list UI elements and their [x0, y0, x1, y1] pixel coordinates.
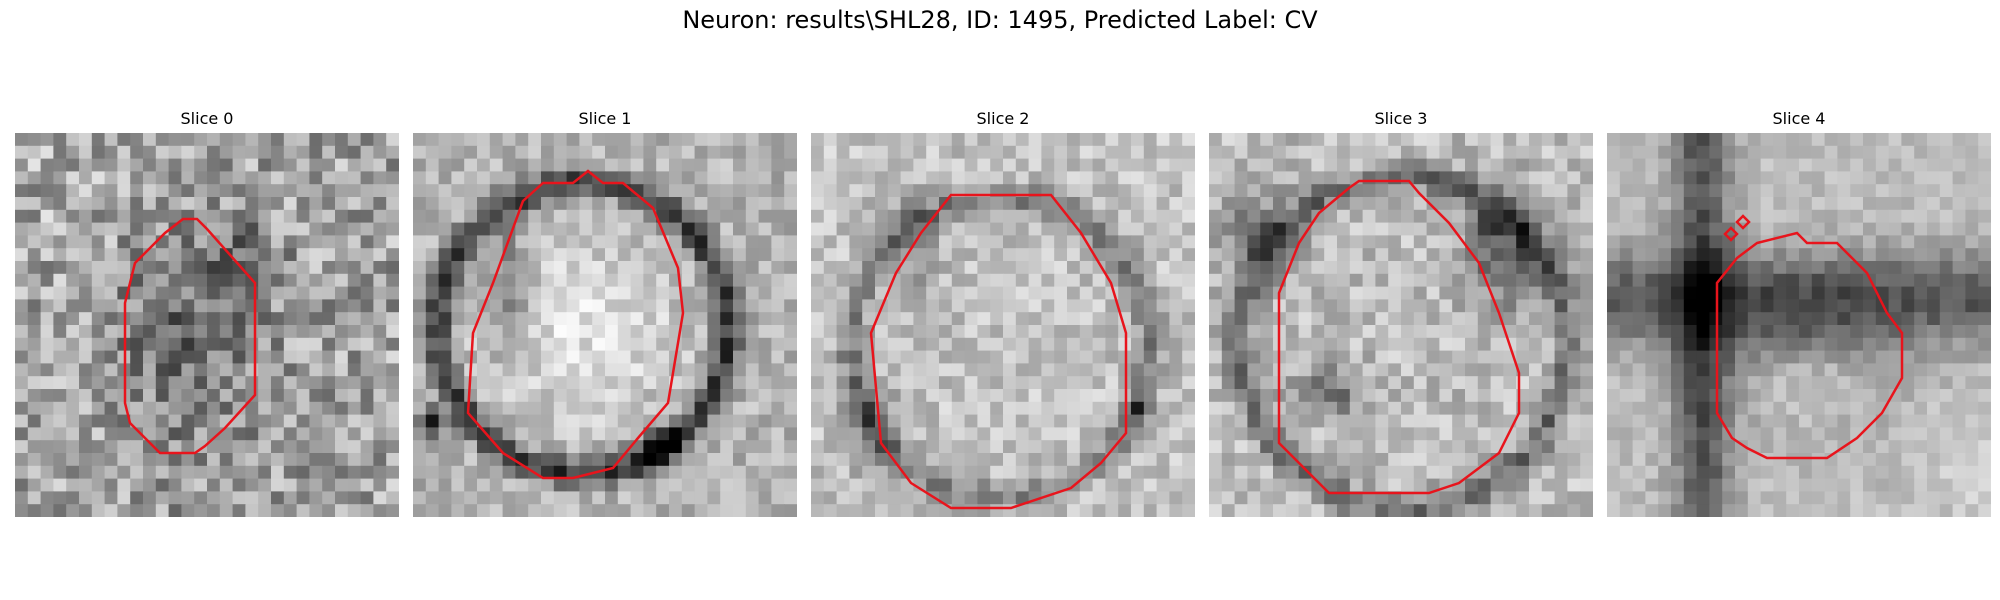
contour-outline [466, 169, 685, 480]
slice-image-3 [1209, 133, 1593, 517]
slice-panel-2: Slice 2 [811, 108, 1195, 517]
contour-outline [1715, 231, 1904, 460]
slice-title-4: Slice 4 [1772, 109, 1826, 128]
slice-panel-3: Slice 3 [1209, 108, 1593, 517]
slice-title-3: Slice 3 [1374, 109, 1428, 128]
slice-image-4 [1607, 133, 1991, 517]
slice-title-2: Slice 2 [976, 109, 1030, 128]
slice-panel-1: Slice 1 [413, 108, 797, 517]
figure-title: Neuron: results\SHL28, ID: 1495, Predict… [682, 6, 1318, 34]
slice-panel-0: Slice 0 [15, 108, 399, 517]
contour-marker [1723, 214, 1751, 242]
contour-outline [1277, 179, 1521, 495]
slice-panel-4: Slice 4 [1607, 108, 1991, 517]
slice-title-0: Slice 0 [180, 109, 234, 128]
slice-image-2 [811, 133, 1195, 517]
contour-outline [123, 217, 257, 455]
contour-outline [869, 193, 1128, 510]
slice-image-0 [15, 133, 399, 517]
slice-image-1 [413, 133, 797, 517]
slice-title-1: Slice 1 [578, 109, 632, 128]
